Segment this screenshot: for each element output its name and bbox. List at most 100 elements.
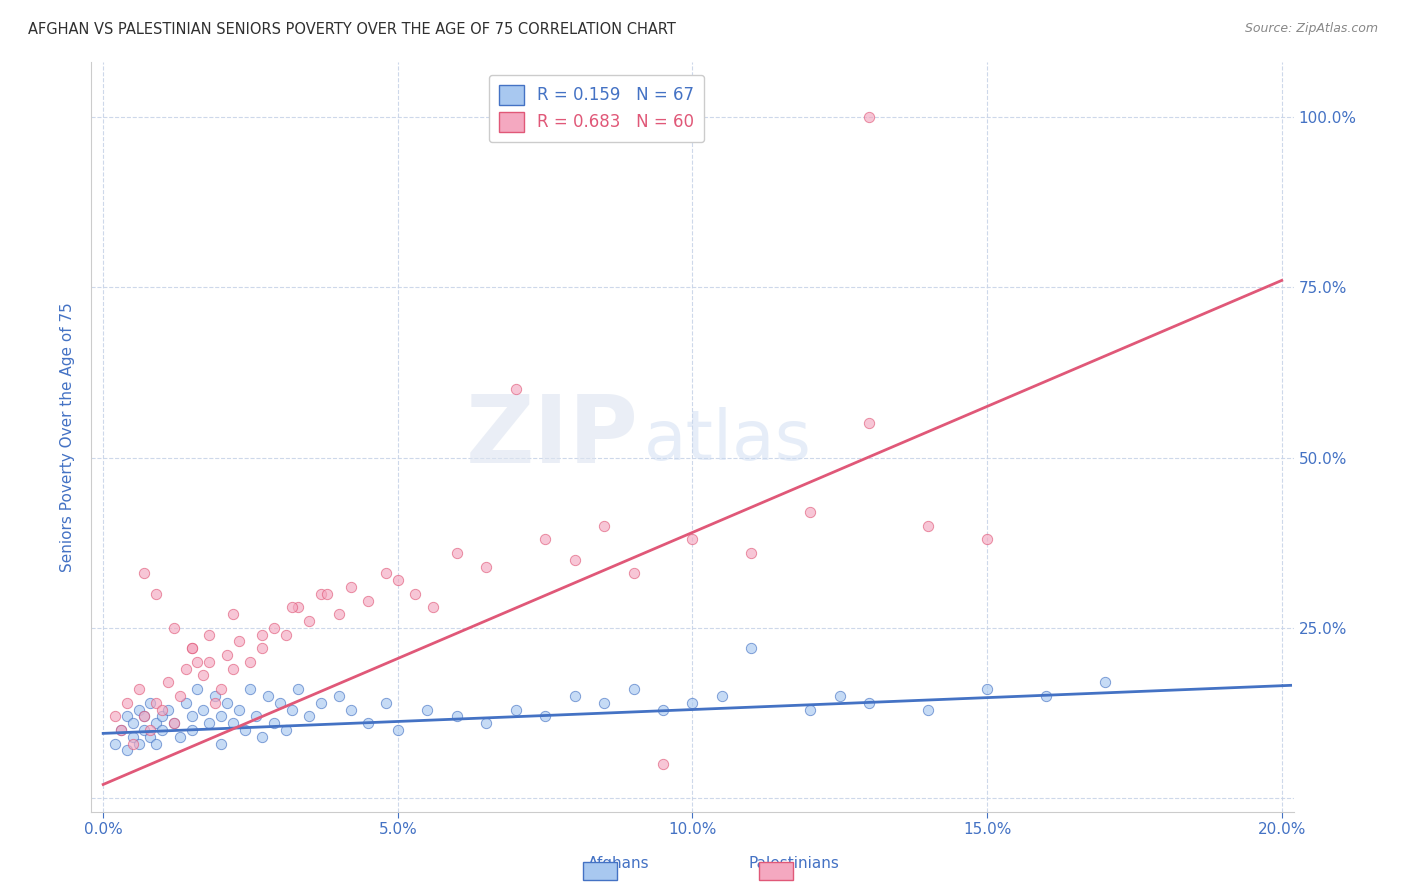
Point [134, 709, 156, 723]
Point [150, 709, 173, 723]
Point [209, 737, 232, 751]
Point [740, 546, 762, 560]
Point [134, 566, 156, 581]
Text: ZIP: ZIP [465, 391, 638, 483]
Point [309, 587, 332, 601]
Point [257, 689, 280, 703]
Point [169, 730, 191, 744]
Point [534, 533, 557, 547]
Legend: R = 0.159   N = 67, R = 0.683   N = 60: R = 0.159 N = 67, R = 0.683 N = 60 [489, 75, 704, 142]
Point [375, 696, 398, 710]
Text: atlas: atlas [644, 408, 813, 475]
Point [740, 641, 762, 656]
Point [652, 702, 675, 716]
Point [228, 702, 250, 716]
Point [652, 757, 675, 772]
Point [128, 682, 150, 697]
Point [134, 709, 156, 723]
Point [252, 641, 274, 656]
Point [180, 641, 202, 656]
Point [239, 682, 262, 697]
Point [163, 716, 186, 731]
Point [475, 559, 498, 574]
Point [976, 533, 998, 547]
Point [180, 641, 202, 656]
Point [145, 696, 167, 710]
Point [193, 668, 215, 682]
Point [328, 607, 350, 622]
Point [104, 709, 127, 723]
Point [263, 621, 285, 635]
Point [110, 723, 132, 737]
Point [799, 505, 821, 519]
Point [446, 709, 468, 723]
Point [309, 696, 332, 710]
Point [263, 716, 285, 731]
Point [198, 627, 221, 641]
Point [298, 709, 321, 723]
Point [475, 716, 498, 731]
Point [858, 696, 880, 710]
Point [169, 689, 191, 703]
Point [505, 383, 527, 397]
Point [274, 627, 297, 641]
Point [858, 110, 880, 124]
Point [134, 723, 156, 737]
Point [446, 546, 468, 560]
Point [387, 723, 409, 737]
Point [298, 614, 321, 628]
Point [150, 702, 173, 716]
Point [239, 655, 262, 669]
Point [505, 702, 527, 716]
Point [193, 702, 215, 716]
Point [252, 627, 274, 641]
Point [139, 723, 162, 737]
Point [104, 737, 127, 751]
Point [222, 716, 245, 731]
Point [681, 696, 703, 710]
Point [339, 702, 361, 716]
Point [387, 573, 409, 587]
Point [145, 587, 167, 601]
Point [209, 709, 232, 723]
Point [917, 702, 939, 716]
Point [115, 696, 138, 710]
Point [681, 533, 703, 547]
Point [623, 566, 645, 581]
Point [1094, 675, 1116, 690]
Point [186, 682, 208, 697]
Point [233, 723, 256, 737]
Point [128, 702, 150, 716]
Point [287, 600, 309, 615]
Point [128, 737, 150, 751]
Point [121, 716, 143, 731]
Point [405, 587, 427, 601]
Point [186, 655, 208, 669]
Point [115, 709, 138, 723]
Point [799, 702, 821, 716]
Point [280, 702, 302, 716]
Point [328, 689, 350, 703]
Point [209, 682, 232, 697]
Point [163, 716, 186, 731]
Point [121, 737, 143, 751]
Point [917, 518, 939, 533]
Point [339, 580, 361, 594]
Point [245, 709, 267, 723]
Point [416, 702, 439, 716]
Point [976, 682, 998, 697]
Point [198, 655, 221, 669]
Point [156, 702, 179, 716]
Point [215, 648, 238, 662]
Point [139, 730, 162, 744]
Point [357, 716, 380, 731]
Point [180, 709, 202, 723]
Point [858, 417, 880, 431]
Point [593, 696, 616, 710]
Point [115, 743, 138, 757]
Point [198, 716, 221, 731]
Point [269, 696, 291, 710]
Point [375, 566, 398, 581]
Point [422, 600, 444, 615]
Text: AFGHAN VS PALESTINIAN SENIORS POVERTY OVER THE AGE OF 75 CORRELATION CHART: AFGHAN VS PALESTINIAN SENIORS POVERTY OV… [28, 22, 676, 37]
